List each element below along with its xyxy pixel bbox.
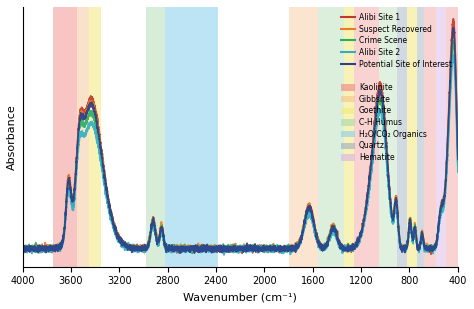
Bar [436,7,446,267]
Y-axis label: Absorbance: Absorbance [7,104,17,170]
Bar [318,7,344,267]
Bar [424,7,436,267]
Bar [146,7,165,267]
Bar [289,7,318,267]
Bar [77,7,89,267]
Bar [165,7,219,267]
Bar [53,7,77,267]
Legend: Alibi Site 1, Suspect Recovered, Crime Scene, Alibi Site 2, Potential Site of In: Alibi Site 1, Suspect Recovered, Crime S… [339,11,454,164]
Bar [89,7,101,267]
Bar [407,7,417,267]
X-axis label: Wavenumber (cm⁻¹): Wavenumber (cm⁻¹) [183,292,297,302]
Bar [354,7,379,267]
Bar [344,7,354,267]
Bar [417,7,424,267]
Bar [379,7,397,267]
Bar [397,7,407,267]
Bar [446,7,458,267]
